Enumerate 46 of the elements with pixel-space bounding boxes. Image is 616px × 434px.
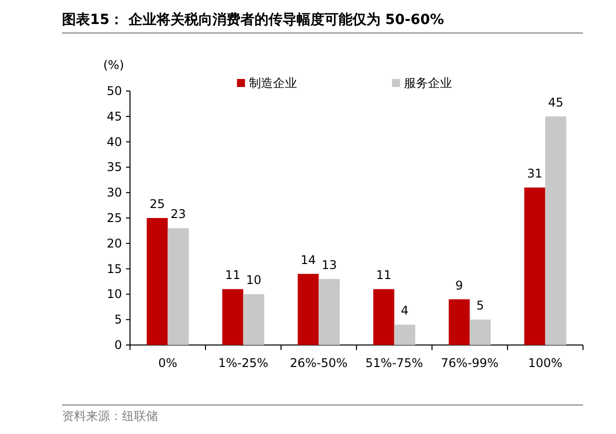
y-tick-label: 0 xyxy=(114,338,122,352)
y-tick-label: 15 xyxy=(106,262,122,276)
y-tick-label: 35 xyxy=(106,160,122,174)
bar xyxy=(243,294,264,345)
x-tick-label: 26%-50% xyxy=(290,356,348,370)
legend-label: 服务企业 xyxy=(404,76,452,90)
bar xyxy=(394,324,416,345)
data-label: 5 xyxy=(476,298,484,313)
chart-title: 图表15： 企业将关税向消费者的传导幅度可能仅为 50-60% xyxy=(62,11,444,28)
x-tick-label: 100% xyxy=(528,356,562,370)
bar xyxy=(524,188,546,345)
data-label: 13 xyxy=(322,258,337,272)
x-tick-label: 0% xyxy=(158,356,178,370)
data-label: 10 xyxy=(246,273,262,288)
bar xyxy=(298,274,319,345)
bar xyxy=(222,289,244,345)
data-label: 11 xyxy=(376,268,392,282)
data-label: 9 xyxy=(455,278,464,292)
data-label: 25 xyxy=(150,197,165,211)
y-tick-label: 5 xyxy=(114,312,122,327)
bar xyxy=(545,116,566,345)
y-tick-label: 10 xyxy=(106,287,122,302)
bar xyxy=(318,278,340,345)
data-label: 45 xyxy=(548,95,564,110)
y-tick-label: 30 xyxy=(106,186,122,200)
legend-label: 制造企业 xyxy=(249,76,297,90)
bar xyxy=(470,320,491,345)
x-tick-label: 1%-25% xyxy=(218,356,268,370)
data-label: 31 xyxy=(527,166,542,181)
y-axis-title: (%) xyxy=(103,58,124,72)
data-label: 11 xyxy=(225,268,240,282)
data-label: 14 xyxy=(300,252,316,267)
data-label: 4 xyxy=(400,304,409,318)
bar xyxy=(168,228,189,345)
x-tick-label: 76%-99% xyxy=(440,356,499,370)
x-tick-label: 51%-75% xyxy=(365,356,424,370)
bar xyxy=(448,299,470,345)
y-tick-label: 20 xyxy=(106,236,122,250)
y-tick-label: 50 xyxy=(106,84,122,98)
bar xyxy=(373,289,394,345)
text: 资料来源：纽联储 xyxy=(62,409,158,423)
y-tick-label: 40 xyxy=(106,134,122,149)
y-tick-label: 25 xyxy=(106,211,122,225)
data-label: 23 xyxy=(170,207,186,222)
y-tick-label: 45 xyxy=(106,109,122,124)
bar xyxy=(146,218,168,345)
